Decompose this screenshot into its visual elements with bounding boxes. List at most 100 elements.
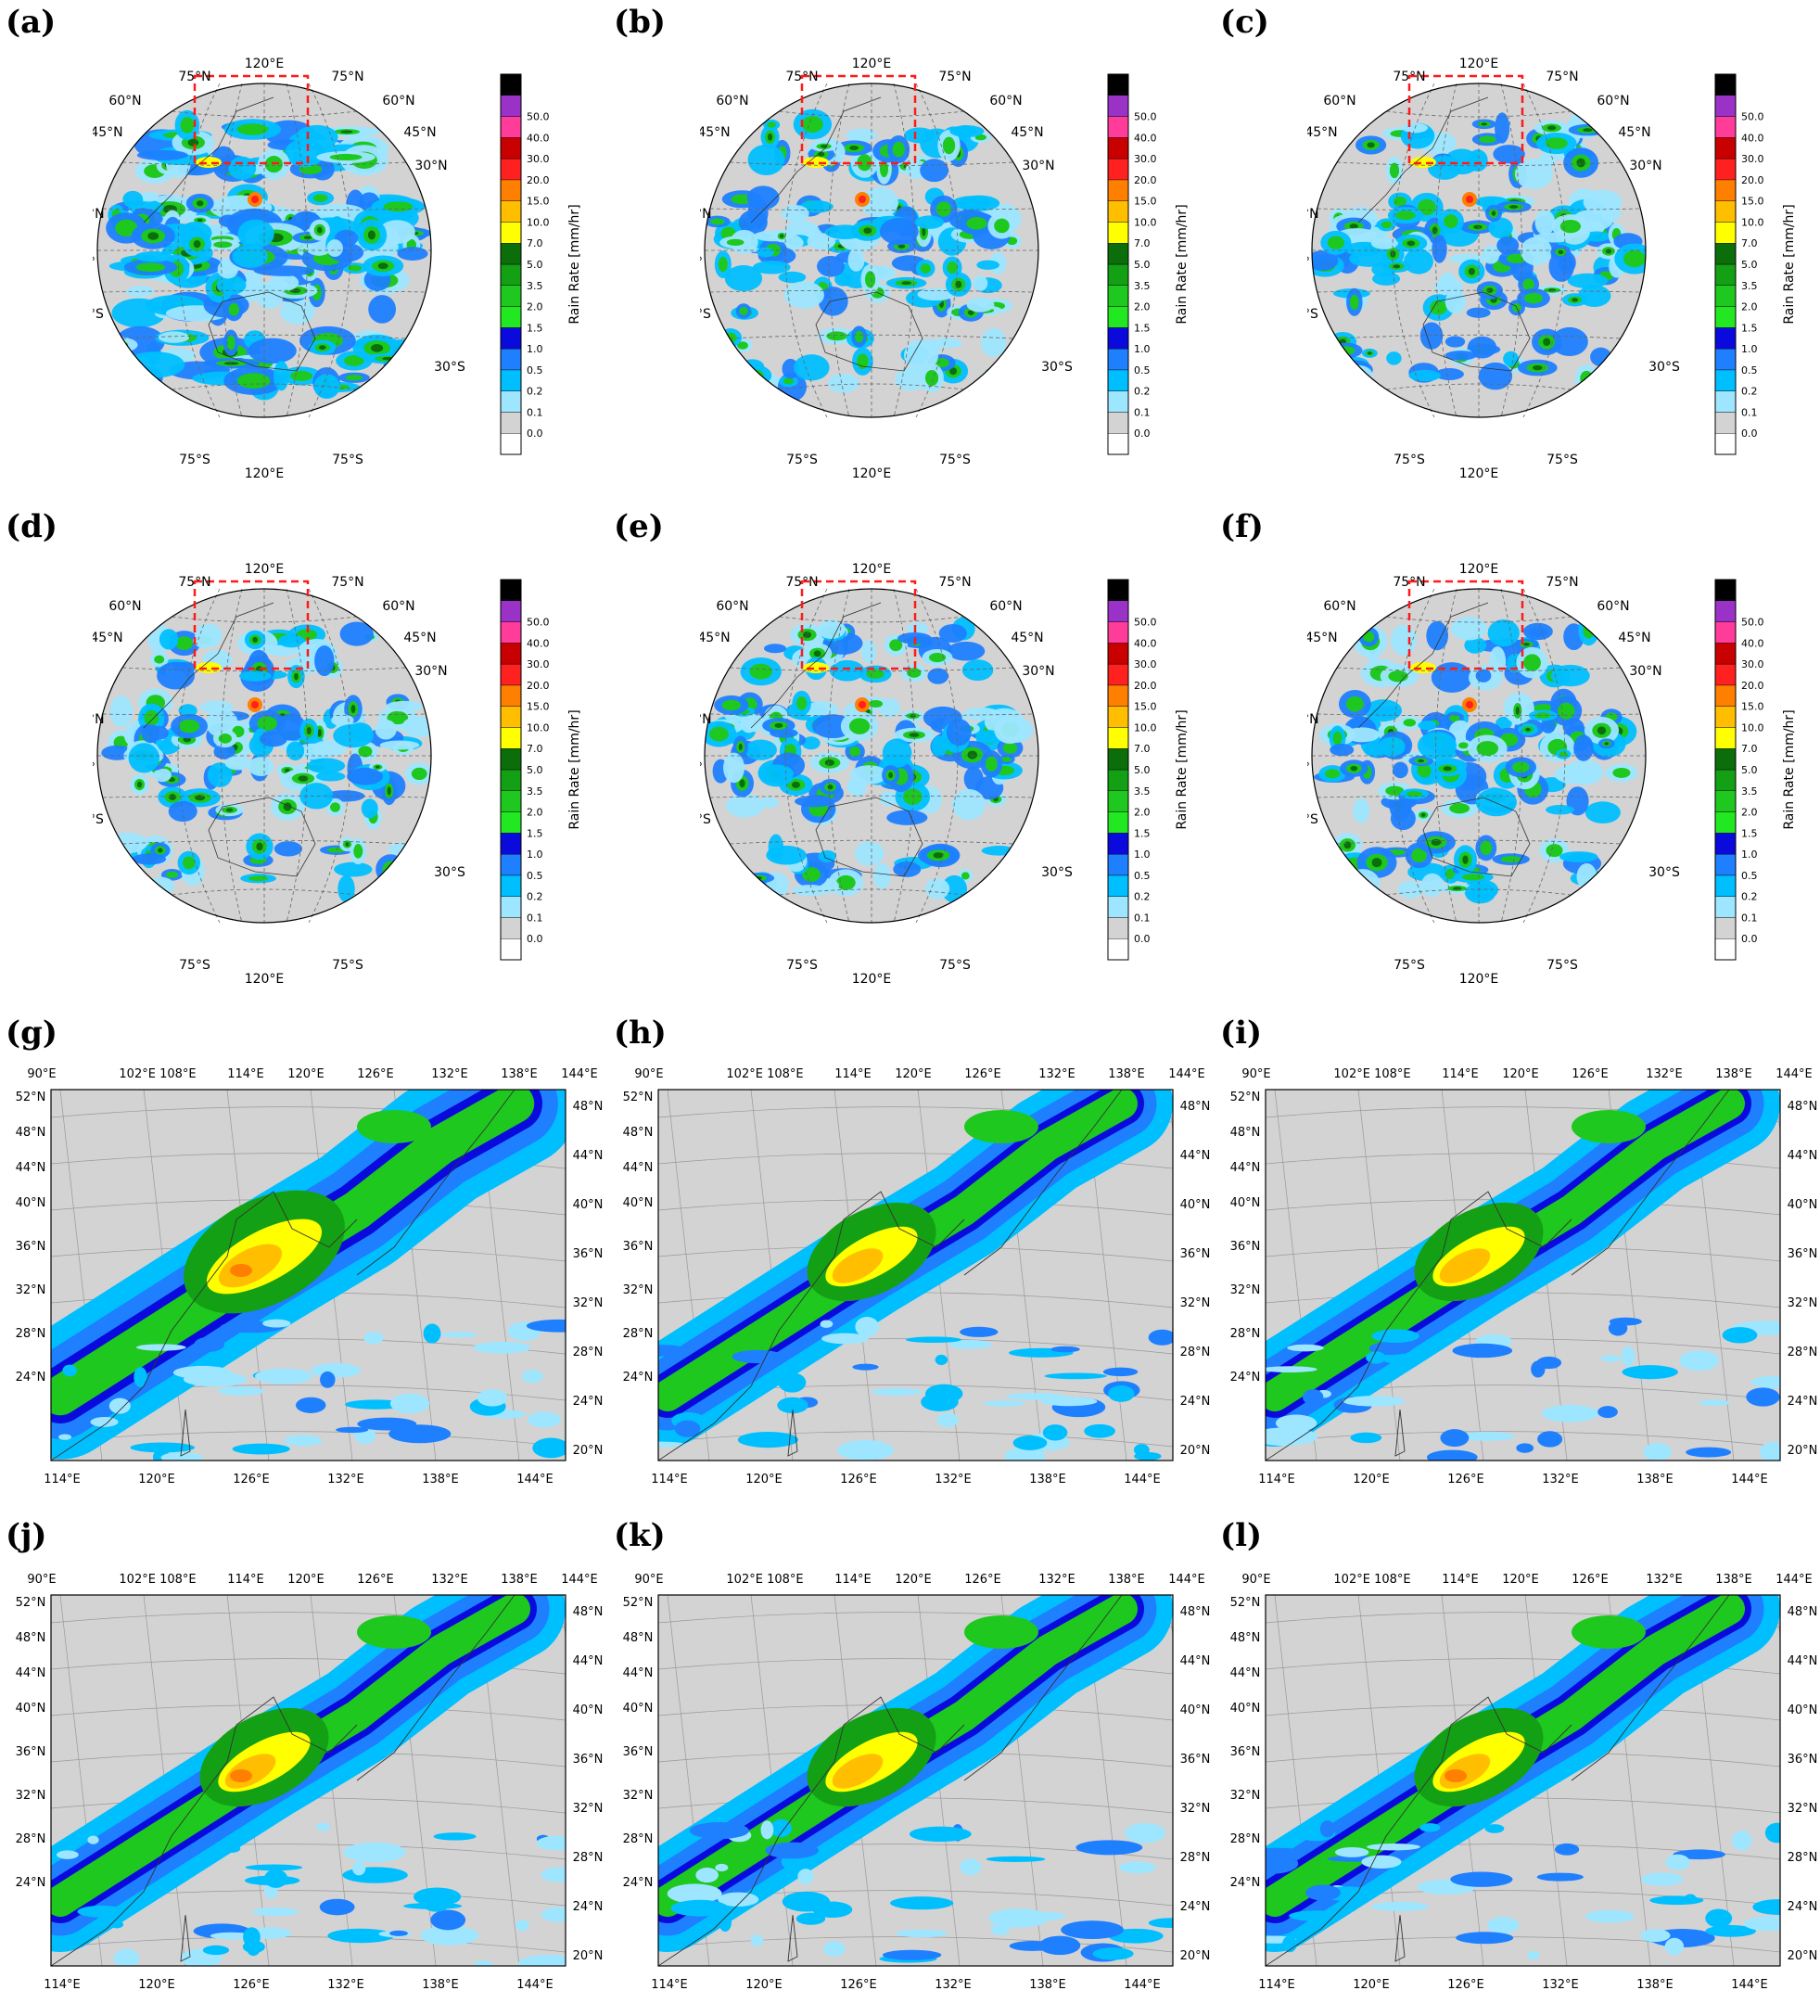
colorbar-swatch (1714, 600, 1737, 622)
lat-label: 30°N (1629, 159, 1661, 173)
lat-label: 75°S (786, 958, 818, 973)
lon-tick: 138°E (1715, 1573, 1752, 1587)
regional-map: 90°E 102°E 108°E 114°E 120°E 126°E 132°E 138°E… (623, 1573, 1211, 1992)
colorbar-tick: 0.2 (1134, 386, 1151, 398)
lat-label: 60°N (989, 599, 1022, 614)
globe-outline (704, 83, 1039, 418)
colorbar-tick: 1.5 (527, 827, 543, 839)
lon-tick: 144°E (1731, 1473, 1768, 1486)
lon-tick: 102°E 108°E (726, 1067, 803, 1081)
colorbar-swatch (1714, 116, 1737, 138)
globe-map: 120°E 75°N 75°N 60°N 45°N 15°N 0° 15°S 60°N 45°N 3… (1286, 57, 1797, 481)
lon-tick: 90°E (634, 1573, 663, 1587)
panel-label-e: (e) (614, 508, 664, 545)
colorbar-swatch (1107, 306, 1129, 328)
lat-label: 15°N (93, 712, 105, 727)
colorbar-swatch (500, 579, 522, 601)
lat-label: 75°N (178, 70, 210, 84)
lat-tick: 48°N (16, 1126, 46, 1140)
colorbar-tick: 0.0 (527, 933, 543, 945)
lon-tick: 138°E (422, 1473, 459, 1486)
lat-label: 30°S (1648, 865, 1680, 880)
colorbar-tick: 50.0 (1741, 111, 1764, 123)
lat-tick: 48°N (1180, 1605, 1210, 1619)
colorbar: 0.0 0.1 0.2 0.5 1.0 1.5 2.0 3.5 5.0 7.0 10.0 15.0 20… (1107, 579, 1190, 961)
lat-tick: 20°N (1180, 1949, 1210, 1963)
lat-label: 45°N (1618, 125, 1650, 140)
lat-label: 30°S (434, 360, 465, 375)
colorbar-label: Rain Rate [mm/hr] (567, 709, 582, 829)
regional-map-j: 90°E 102°E 108°E 114°E 120°E 126°E 132°E 138°E… (9, 1563, 604, 1998)
lat-label: 45°N (1307, 125, 1338, 140)
colorbar-swatch (500, 874, 522, 897)
lat-label: 75°N (331, 575, 363, 590)
colorbar-tick: 1.5 (527, 322, 543, 334)
colorbar-swatch (1714, 896, 1737, 918)
map-frame (1265, 1089, 1781, 1461)
lat-tick: 28°N (16, 1327, 46, 1341)
colorbar-swatch (1714, 73, 1737, 96)
colorbar-tick: 1.5 (1741, 322, 1758, 334)
colorbar-tick: 1.5 (1741, 827, 1758, 839)
colorbar-swatch (1714, 222, 1737, 244)
lat-tick: 44°N (1788, 1654, 1817, 1668)
colorbar-swatch (1107, 116, 1129, 138)
colorbar-swatch (1714, 285, 1737, 307)
colorbar-swatch (1107, 285, 1129, 307)
lon-tick: 144°E (1775, 1067, 1813, 1081)
lon-tick: 90°E (1241, 1067, 1270, 1081)
lat-tick: 24°N (1180, 1900, 1210, 1914)
lat-label: 0° (93, 255, 95, 270)
colorbar-swatch (1714, 158, 1737, 181)
lon-tick: 102°E 108°E (1333, 1573, 1410, 1587)
lat-tick: 48°N (1230, 1631, 1261, 1645)
colorbar-tick: 20.0 (527, 680, 550, 692)
rain-field (705, 617, 1034, 903)
lon-tick: 138°E (1029, 1473, 1066, 1486)
lat-tick: 52°N (16, 1596, 46, 1610)
colorbar-swatch (1714, 727, 1737, 749)
colorbar-tick: 50.0 (1134, 617, 1157, 629)
colorbar-swatch (500, 643, 522, 665)
colorbar-swatch (1107, 917, 1129, 939)
lon-tick: 120°E (745, 1473, 783, 1486)
lon-tick: 114°E (44, 1978, 81, 1992)
colorbar-swatch (1107, 706, 1129, 728)
regional-map: 90°E 102°E 108°E 114°E 120°E 126°E 132°E 138°E… (16, 1573, 604, 1992)
lat-tick: 48°N (1180, 1100, 1210, 1114)
colorbar-swatch (1714, 684, 1737, 707)
colorbar-swatch (500, 222, 522, 244)
lon-label: 120°E (245, 466, 285, 478)
colorbar: 0.0 0.1 0.2 0.5 1.0 1.5 2.0 3.5 5.0 7.0 10.0 15.0 20… (1714, 73, 1797, 455)
lat-tick: 20°N (1180, 1444, 1210, 1458)
lat-tick: 24°N (623, 1876, 654, 1890)
lon-tick: 126°E (840, 1473, 877, 1486)
colorbar-swatch (1107, 643, 1129, 665)
lat-label: 60°N (989, 94, 1022, 108)
colorbar-tick: 0.1 (1741, 912, 1758, 924)
colorbar-swatch (1107, 390, 1129, 413)
lat-tick: 40°N (1180, 1703, 1210, 1717)
lat-tick: 52°N (1230, 1596, 1261, 1610)
regional-map: 90°E 102°E 108°E 114°E 120°E 126°E 132°E 138°E… (16, 1067, 604, 1486)
region-highlight-box (800, 74, 917, 165)
colorbar-swatch (500, 663, 522, 686)
colorbar-swatch (1714, 433, 1737, 455)
map-frame (50, 1594, 566, 1967)
colorbar-tick: 15.0 (1134, 701, 1157, 713)
colorbar-tick: 0.1 (527, 912, 543, 924)
globe-panel-f: 120°E 75°N 75°N 60°N 45°N 15°N 0° 15°S 60°N 45°N 3… (1286, 556, 1820, 987)
lat-tick: 40°N (573, 1703, 603, 1717)
panel-label-i: (i) (1220, 1014, 1263, 1052)
coastline (208, 291, 316, 372)
lat-tick: 28°N (1230, 1832, 1261, 1846)
lat-label: 75°S (179, 958, 210, 973)
colorbar-swatch (1714, 833, 1737, 855)
lat-label: 45°N (93, 631, 123, 645)
colorbar-swatch (1714, 263, 1737, 286)
colorbar-tick: 40.0 (527, 132, 550, 144)
lon-tick: 90°E (1241, 1573, 1270, 1587)
lat-label: 60°N (382, 94, 414, 108)
colorbar-tick: 7.0 (527, 237, 543, 249)
colorbar-tick: 7.0 (1741, 237, 1758, 249)
